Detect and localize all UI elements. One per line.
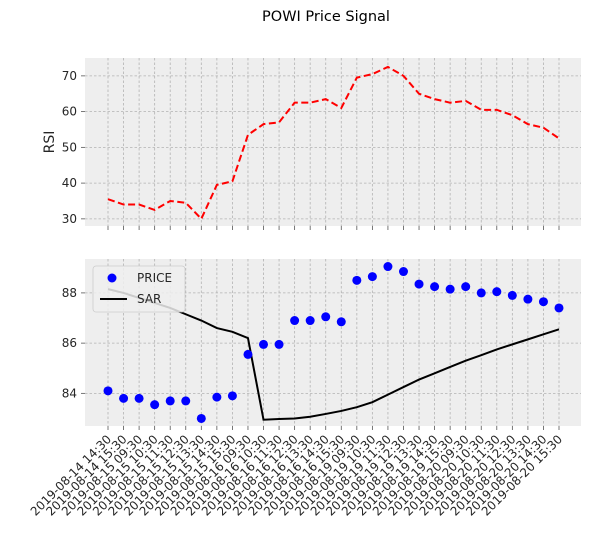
price-point bbox=[367, 272, 377, 282]
legend: PRICE SAR bbox=[92, 265, 186, 313]
price-point bbox=[212, 392, 222, 402]
rsi-plot-area bbox=[85, 58, 581, 226]
price-point bbox=[523, 294, 533, 304]
price-point bbox=[227, 391, 237, 401]
rsi-ytick-label: 40 bbox=[62, 176, 77, 190]
price-point bbox=[336, 317, 346, 327]
rsi-ytick-label: 70 bbox=[62, 69, 77, 83]
chart-title: POWI Price Signal bbox=[262, 9, 390, 25]
price-ytick-label: 84 bbox=[62, 386, 77, 400]
price-point bbox=[274, 339, 284, 349]
price-point bbox=[119, 393, 129, 403]
price-point bbox=[476, 288, 486, 298]
price-point bbox=[134, 393, 144, 403]
price-point bbox=[243, 349, 253, 359]
price-ytick-label: 86 bbox=[62, 336, 77, 350]
price-point bbox=[554, 303, 564, 313]
price-point bbox=[150, 400, 160, 410]
price-point bbox=[196, 413, 206, 423]
legend-price-marker bbox=[107, 273, 117, 283]
price-point bbox=[538, 297, 548, 307]
price-point bbox=[259, 339, 269, 349]
rsi-ytick-label: 60 bbox=[62, 105, 77, 119]
rsi-ytick-label: 30 bbox=[62, 212, 77, 226]
price-point bbox=[461, 282, 471, 292]
sar-series-line bbox=[107, 288, 560, 421]
price-point bbox=[181, 396, 191, 406]
price-point bbox=[383, 262, 393, 272]
rsi-axes: 30 40 50 60 70 RSI bbox=[42, 58, 581, 230]
legend-sar-label: SAR bbox=[137, 292, 161, 306]
price-point bbox=[507, 290, 517, 300]
price-point bbox=[290, 316, 300, 326]
price-point bbox=[352, 275, 362, 285]
rsi-ylabel: RSI bbox=[42, 131, 58, 154]
price-ytick-label: 88 bbox=[62, 286, 77, 300]
price-point bbox=[165, 396, 175, 406]
price-point bbox=[103, 386, 113, 396]
rsi-ytick-label: 50 bbox=[62, 140, 77, 154]
price-point bbox=[430, 282, 440, 292]
price-point bbox=[445, 284, 455, 294]
price-point bbox=[321, 312, 331, 322]
price-point bbox=[398, 267, 408, 277]
legend-price-label: PRICE bbox=[137, 271, 172, 285]
price-point bbox=[414, 279, 424, 289]
rsi-series-line bbox=[107, 65, 560, 221]
price-point bbox=[305, 316, 315, 326]
price-point bbox=[492, 287, 502, 297]
